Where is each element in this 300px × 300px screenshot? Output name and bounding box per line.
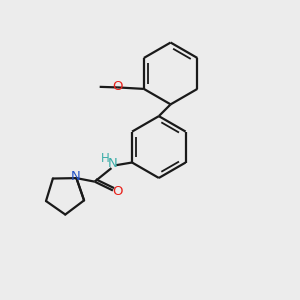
Text: H: H bbox=[101, 152, 110, 165]
Text: N: N bbox=[107, 158, 117, 170]
Text: N: N bbox=[70, 170, 80, 183]
Text: O: O bbox=[113, 80, 123, 93]
Text: O: O bbox=[112, 184, 123, 198]
